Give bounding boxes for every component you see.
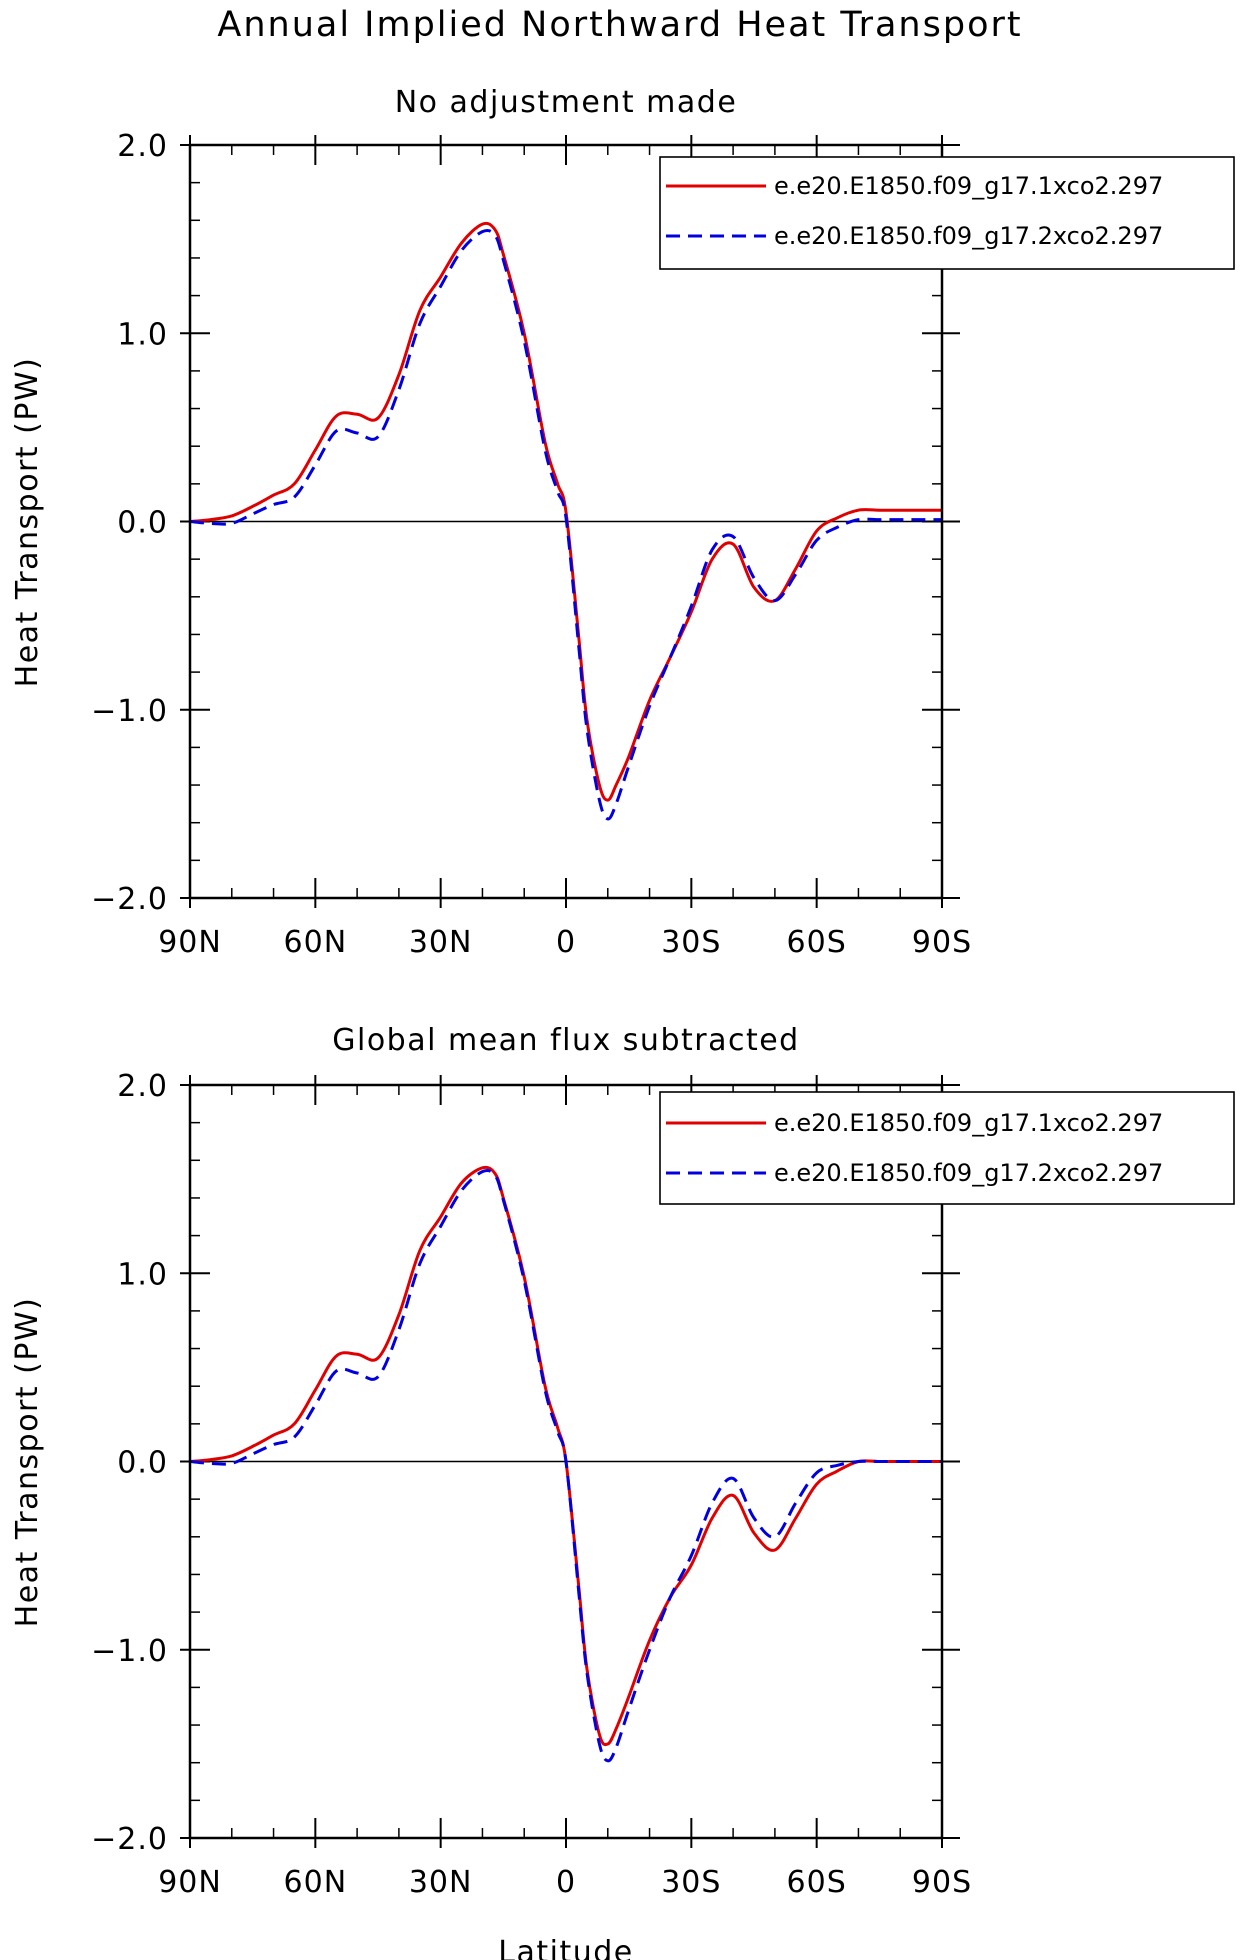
y-tick-label: 0.0 xyxy=(117,1446,168,1481)
y-tick-label: 1.0 xyxy=(117,1257,168,1292)
x-tick-label: 30N xyxy=(409,925,473,960)
x-tick-label: 60S xyxy=(787,1865,847,1900)
x-tick-label: 60N xyxy=(284,925,348,960)
legend-label-series-1: e.e20.E1850.f09_g17.1xco2.297 xyxy=(774,172,1163,200)
legend: e.e20.E1850.f09_g17.1xco2.297 e.e20.E185… xyxy=(659,1091,1235,1205)
x-tick-label: 90S xyxy=(912,1865,972,1900)
panel-title: Global mean flux subtracted xyxy=(332,1023,799,1058)
x-tick-label: 60N xyxy=(284,1865,348,1900)
series-line-2 xyxy=(189,1168,942,1763)
panel-no-adjustment: No adjustment made 90N 60N 30N 0 30S 60S 90S 2.… xyxy=(10,85,1235,960)
x-axis-label: Latitude xyxy=(498,1935,633,1960)
panel-global-mean-subtracted: Global mean flux subtracted 90N 60N 30N 0 30… xyxy=(10,1023,1235,1900)
series-line-2 xyxy=(189,228,942,821)
y-tick-label: −2.0 xyxy=(91,1822,168,1857)
plot-area: 90N 60N 30N 0 30S 60S 90S 2.0 1.0 0.0 −1.0 −2.0 xyxy=(91,1069,972,1900)
y-tick-label: 0.0 xyxy=(117,506,168,541)
plot-frame xyxy=(188,143,944,900)
series-line-1 xyxy=(189,221,942,802)
y-tick-label: −1.0 xyxy=(91,694,168,729)
y-tick-label: −2.0 xyxy=(91,882,168,917)
y-tick-label: 2.0 xyxy=(117,129,168,164)
plot-area: 90N 60N 30N 0 30S 60S 90S 2.0 1.0 0.0 −1.0 −2.0 xyxy=(91,129,972,960)
x-tick-label: 30S xyxy=(661,1865,721,1900)
legend-label-series-2: e.e20.E1850.f09_g17.2xco2.297 xyxy=(774,222,1163,250)
figure-title: Annual Implied Northward Heat Transport xyxy=(217,5,1022,45)
legend-box xyxy=(659,1091,1235,1205)
x-tick-label: 30S xyxy=(661,925,721,960)
x-tick-label: 90N xyxy=(158,1865,222,1900)
x-tick-label: 90N xyxy=(158,925,222,960)
panel-title: No adjustment made xyxy=(395,85,738,120)
x-tick-label: 0 xyxy=(556,1865,576,1900)
x-tick-label: 60S xyxy=(787,925,847,960)
legend: e.e20.E1850.f09_g17.1xco2.297 e.e20.E185… xyxy=(659,156,1235,270)
x-tick-label: 0 xyxy=(556,925,576,960)
y-tick-label: 1.0 xyxy=(117,317,168,352)
y-tick-label: −1.0 xyxy=(91,1634,168,1669)
legend-label-series-2: e.e20.E1850.f09_g17.2xco2.297 xyxy=(774,1159,1163,1187)
y-axis-label: Heat Transport (PW) xyxy=(10,357,45,688)
x-tick-label: 30N xyxy=(409,1865,473,1900)
plot-frame xyxy=(188,1083,944,1840)
x-tick-label: 90S xyxy=(912,925,972,960)
legend-label-series-1: e.e20.E1850.f09_g17.1xco2.297 xyxy=(774,1109,1163,1137)
legend-box xyxy=(659,156,1235,270)
y-tick-label: 2.0 xyxy=(117,1069,168,1104)
y-axis-label: Heat Transport (PW) xyxy=(10,1297,45,1628)
